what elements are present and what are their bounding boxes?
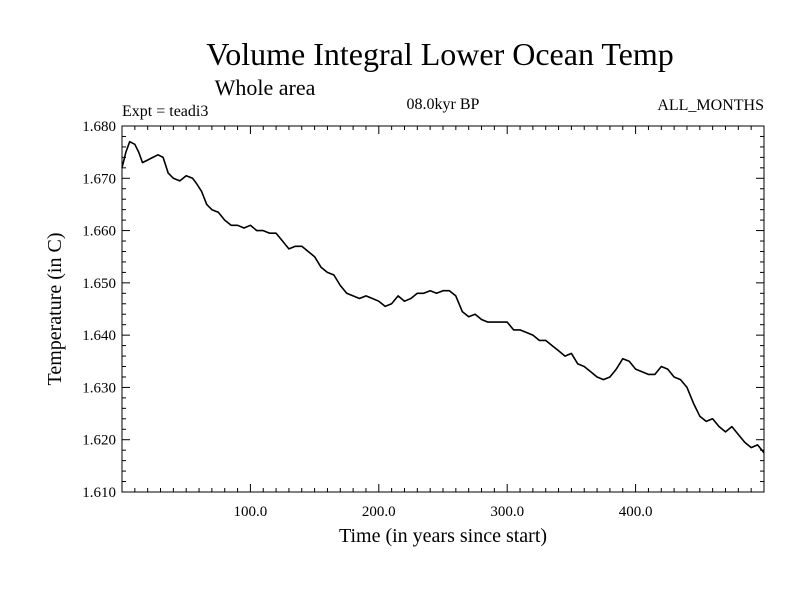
plot-area-frame — [121, 125, 765, 493]
y-axis-label: Temperature (in C) — [44, 233, 66, 386]
y-tick-label: 1.650 — [82, 276, 116, 292]
experiment-label: Expt = teadi3 — [122, 103, 208, 120]
axis-tick-labels: 100.0 200.0 300.0 400.0 1.610 1.620 1.630 1.640… — [82, 119, 652, 520]
y-tick-label: 1.660 — [82, 224, 116, 240]
x-tick-label: 100.0 — [234, 504, 268, 520]
y-tick-label: 1.630 — [82, 380, 116, 396]
y-tick-label: 1.610 — [82, 485, 116, 501]
y-tick-label: 1.640 — [82, 328, 116, 344]
x-tick-label: 200.0 — [362, 504, 396, 520]
y-tick-label: 1.670 — [82, 171, 116, 187]
period-label: 08.0kyr BP — [407, 96, 480, 113]
y-tick-label: 1.620 — [82, 433, 116, 449]
y-tick-label: 1.680 — [82, 119, 116, 135]
chart-subtitle: Whole area — [215, 75, 316, 100]
series-layer — [121, 140, 765, 454]
x-tick-label: 300.0 — [490, 504, 524, 520]
axis-ticks — [122, 125, 764, 493]
x-axis-label: Time (in years since start) — [339, 525, 547, 547]
series-line-teadi3 — [121, 140, 765, 454]
chart-title: Volume Integral Lower Ocean Temp — [206, 36, 674, 72]
x-tick-label: 400.0 — [619, 504, 653, 520]
months-label: ALL_MONTHS — [657, 97, 764, 114]
